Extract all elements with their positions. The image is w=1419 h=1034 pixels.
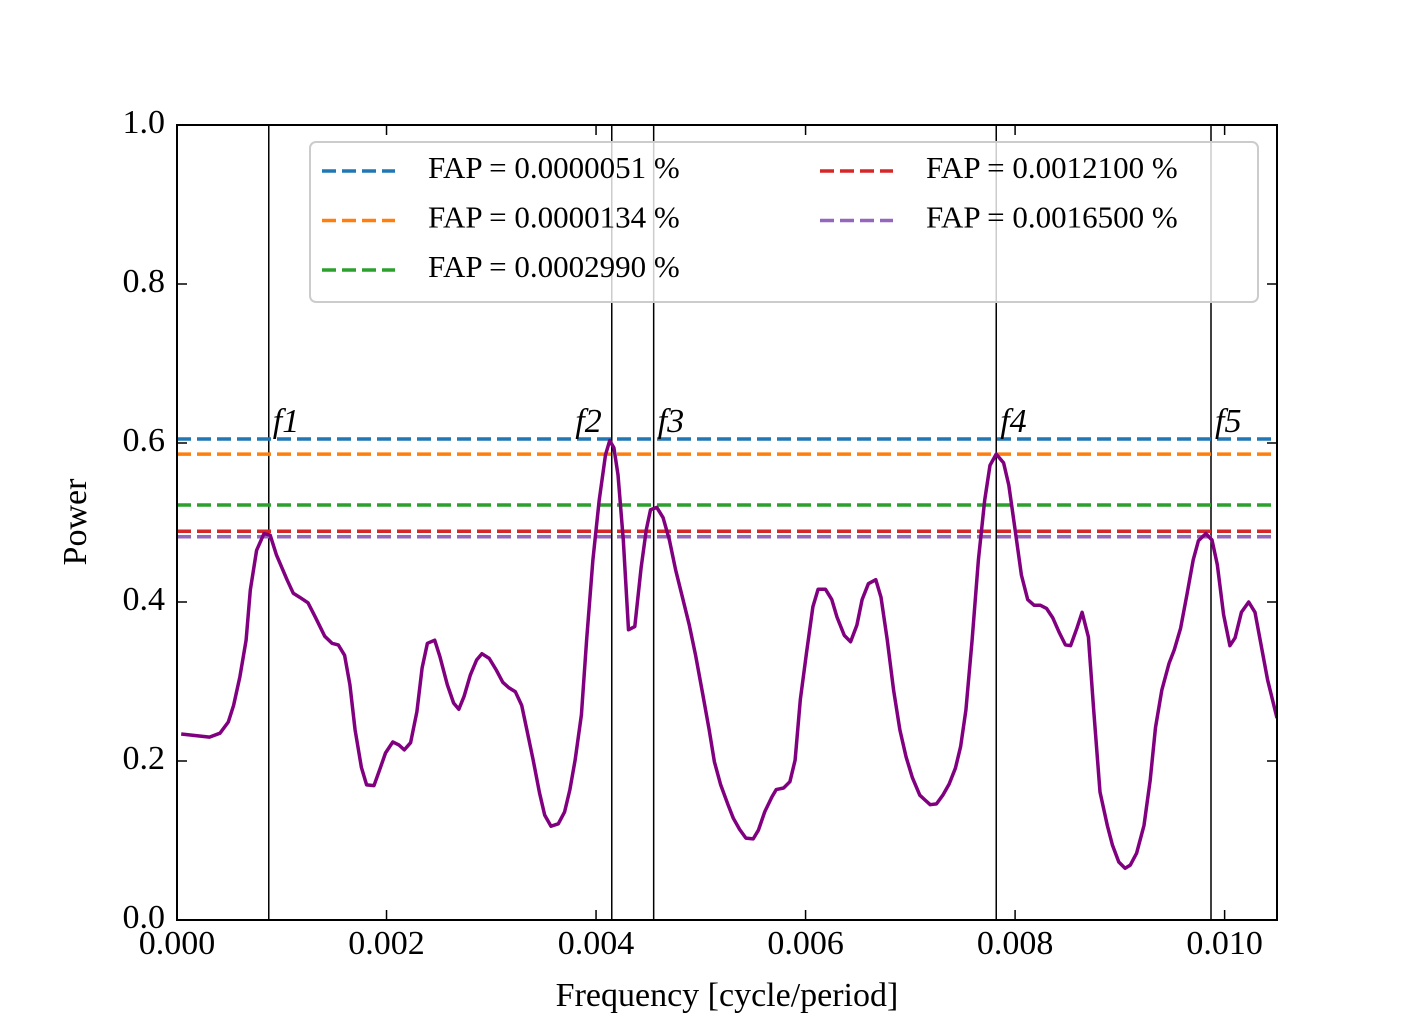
x-tick-label: 0.002 xyxy=(348,925,425,962)
legend-label: FAP = 0.0000051 % xyxy=(428,150,680,185)
x-tick-label: 0.004 xyxy=(558,925,635,962)
y-tick-label: 0.4 xyxy=(123,581,166,618)
y-tick-label: 0.0 xyxy=(123,899,166,936)
y-tick-label: 1.0 xyxy=(123,104,166,141)
legend-label: FAP = 0.0002990 % xyxy=(428,249,680,284)
plot-frame xyxy=(176,124,1278,921)
y-tick-label: 0.8 xyxy=(123,263,166,300)
legend-box xyxy=(309,141,1259,303)
x-tick-label: 0.008 xyxy=(977,925,1054,962)
legend-label: FAP = 0.0000134 % xyxy=(428,200,680,235)
vertical-line-label: f2 xyxy=(575,403,601,440)
y-axis-label: Power xyxy=(57,478,94,566)
x-tick-label: 0.010 xyxy=(1186,925,1263,962)
x-axis-label: Frequency [cycle/period] xyxy=(556,977,899,1014)
plot-area xyxy=(177,125,1277,920)
x-tick-label: 0.000 xyxy=(139,925,216,962)
legend: FAP = 0.0000051 % FAP = 0.0000134 % FAP = … xyxy=(309,141,1259,303)
y-tick-label: 0.6 xyxy=(123,422,166,459)
vertical-line-label: f3 xyxy=(658,403,684,440)
vertical-line-label: f5 xyxy=(1215,403,1241,440)
legend-label: FAP = 0.0012100 % xyxy=(926,150,1178,185)
power-curve xyxy=(181,438,1277,871)
vertical-line-label: f4 xyxy=(1000,403,1026,440)
x-tick-label: 0.006 xyxy=(767,925,844,962)
y-tick-label: 0.2 xyxy=(123,740,166,777)
vertical-line-label: f1 xyxy=(273,403,299,440)
legend-label: FAP = 0.0016500 % xyxy=(926,200,1178,235)
